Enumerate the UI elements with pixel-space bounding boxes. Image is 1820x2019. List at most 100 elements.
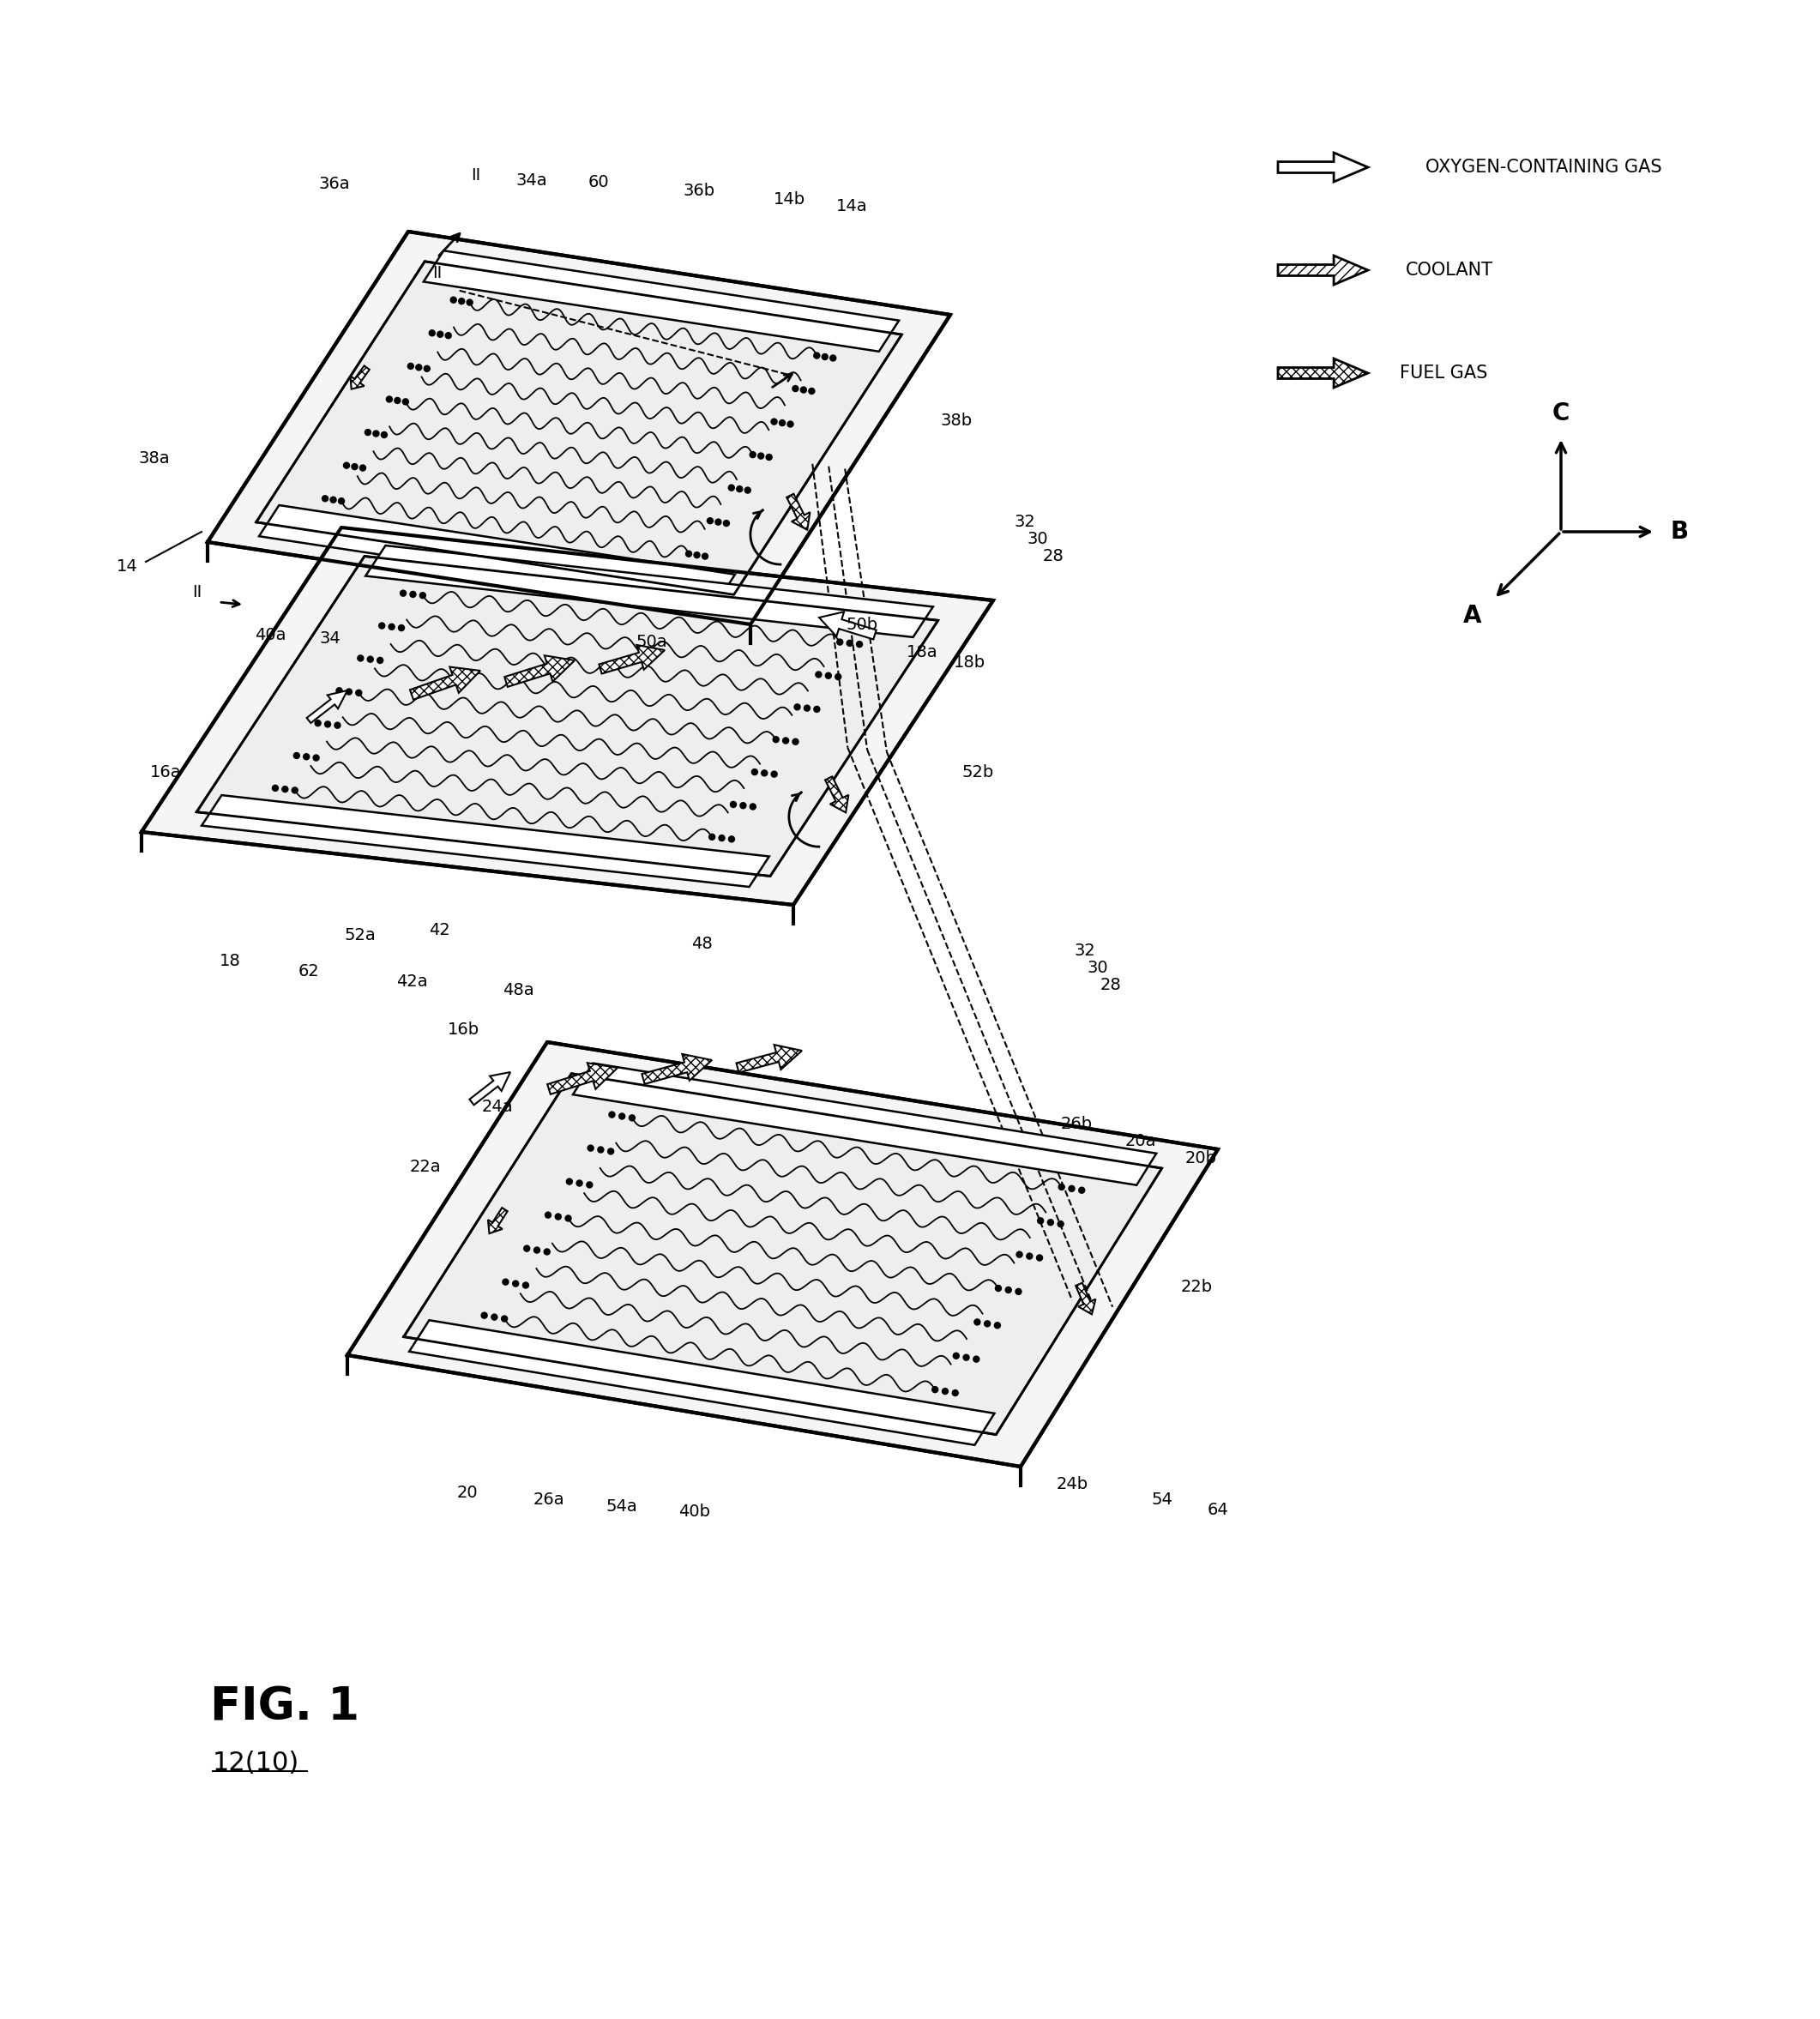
Circle shape (351, 464, 359, 470)
Circle shape (346, 688, 351, 695)
Polygon shape (404, 1074, 1161, 1436)
Circle shape (293, 753, 300, 759)
Circle shape (513, 1280, 519, 1286)
Circle shape (1037, 1217, 1043, 1224)
Text: 32: 32 (1014, 513, 1036, 529)
Text: FUEL GAS: FUEL GAS (1400, 365, 1487, 382)
Circle shape (522, 1282, 528, 1288)
Polygon shape (410, 1320, 994, 1446)
Text: 24b: 24b (1056, 1476, 1088, 1492)
FancyArrow shape (642, 1054, 712, 1084)
Text: 40b: 40b (679, 1502, 710, 1520)
Text: 14: 14 (116, 557, 138, 573)
Text: 40a: 40a (255, 626, 286, 642)
Circle shape (402, 398, 408, 404)
FancyArrow shape (488, 1207, 508, 1234)
Text: A: A (1463, 604, 1481, 628)
Text: 30: 30 (1087, 959, 1108, 975)
Text: 16b: 16b (448, 1022, 479, 1038)
Text: 36a: 36a (318, 176, 349, 192)
Text: 42: 42 (428, 923, 450, 939)
Text: 14b: 14b (774, 192, 804, 208)
Circle shape (273, 785, 278, 791)
Circle shape (794, 705, 801, 711)
FancyArrow shape (1076, 1282, 1096, 1314)
Circle shape (710, 834, 715, 840)
Text: 26a: 26a (533, 1492, 564, 1508)
FancyArrow shape (470, 1072, 510, 1104)
Text: 20b: 20b (1185, 1149, 1216, 1167)
Circle shape (466, 299, 473, 305)
Text: 12(10): 12(10) (213, 1750, 300, 1775)
Circle shape (994, 1322, 1001, 1329)
Circle shape (480, 1312, 488, 1318)
Circle shape (380, 432, 388, 438)
FancyArrow shape (1278, 359, 1369, 388)
Text: 34a: 34a (517, 172, 548, 188)
FancyArrow shape (548, 1062, 617, 1094)
Circle shape (410, 592, 417, 598)
Text: 38b: 38b (941, 412, 972, 428)
Circle shape (502, 1316, 508, 1322)
Circle shape (424, 365, 430, 371)
Circle shape (566, 1215, 571, 1221)
Circle shape (744, 487, 750, 493)
Text: COOLANT: COOLANT (1405, 262, 1492, 279)
Circle shape (544, 1211, 551, 1217)
Circle shape (974, 1357, 979, 1363)
Circle shape (1059, 1183, 1065, 1189)
Text: 54a: 54a (606, 1498, 637, 1514)
Circle shape (952, 1389, 957, 1395)
Circle shape (389, 624, 395, 630)
Text: 20: 20 (457, 1484, 479, 1500)
Circle shape (324, 721, 331, 727)
Text: 22a: 22a (410, 1159, 440, 1175)
Text: OXYGEN-CONTAINING GAS: OXYGEN-CONTAINING GAS (1425, 160, 1662, 176)
Circle shape (368, 656, 373, 662)
Circle shape (761, 769, 768, 775)
Text: 52b: 52b (961, 763, 994, 779)
Circle shape (835, 674, 841, 680)
Circle shape (814, 707, 819, 713)
Text: 64: 64 (1207, 1502, 1228, 1518)
Circle shape (750, 804, 755, 810)
Polygon shape (197, 555, 937, 876)
Text: 24a: 24a (482, 1098, 513, 1114)
Polygon shape (424, 250, 899, 351)
Circle shape (808, 388, 815, 394)
Circle shape (339, 499, 344, 505)
Polygon shape (202, 795, 770, 886)
Circle shape (686, 551, 692, 557)
Circle shape (837, 640, 843, 644)
Text: 62: 62 (298, 963, 318, 979)
Circle shape (1005, 1286, 1012, 1292)
Circle shape (766, 454, 772, 460)
Circle shape (360, 464, 366, 470)
Circle shape (824, 672, 832, 678)
Circle shape (459, 299, 464, 305)
FancyArrow shape (349, 365, 369, 390)
Text: 20a: 20a (1125, 1133, 1156, 1149)
Circle shape (783, 737, 788, 743)
Circle shape (1037, 1254, 1043, 1260)
Circle shape (804, 705, 810, 711)
Circle shape (1026, 1254, 1032, 1260)
FancyArrow shape (786, 495, 810, 529)
Text: 32: 32 (1074, 943, 1096, 959)
Circle shape (772, 418, 777, 424)
Text: FIG. 1: FIG. 1 (209, 1684, 359, 1728)
Text: 50a: 50a (637, 634, 668, 650)
Text: II: II (433, 264, 442, 281)
Circle shape (364, 430, 371, 436)
Circle shape (719, 836, 724, 842)
Circle shape (1079, 1187, 1085, 1193)
Text: II: II (193, 583, 202, 600)
Circle shape (610, 1112, 615, 1119)
Circle shape (586, 1181, 593, 1187)
Circle shape (313, 755, 318, 761)
Text: 18a: 18a (906, 644, 937, 660)
Circle shape (723, 521, 730, 527)
Circle shape (386, 396, 393, 402)
FancyArrow shape (308, 690, 348, 723)
Text: B: B (1671, 519, 1689, 543)
